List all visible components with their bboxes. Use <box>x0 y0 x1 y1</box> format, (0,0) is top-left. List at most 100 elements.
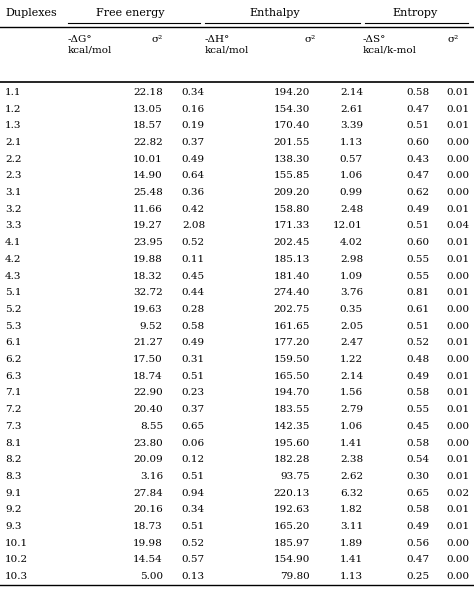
Text: 0.04: 0.04 <box>447 221 470 230</box>
Text: 0.01: 0.01 <box>447 455 470 464</box>
Text: 0.01: 0.01 <box>447 105 470 114</box>
Text: 0.55: 0.55 <box>407 272 430 281</box>
Text: 161.65: 161.65 <box>273 322 310 331</box>
Text: 171.33: 171.33 <box>273 221 310 230</box>
Text: 9.52: 9.52 <box>140 322 163 331</box>
Text: 3.1: 3.1 <box>5 188 21 197</box>
Text: 4.3: 4.3 <box>5 272 21 281</box>
Text: 0.52: 0.52 <box>182 538 205 548</box>
Text: 0.00: 0.00 <box>447 154 470 163</box>
Text: 21.27: 21.27 <box>133 338 163 347</box>
Text: 0.65: 0.65 <box>182 422 205 431</box>
Text: 2.79: 2.79 <box>340 405 363 414</box>
Text: 185.97: 185.97 <box>273 538 310 548</box>
Text: 2.38: 2.38 <box>340 455 363 464</box>
Text: 6.1: 6.1 <box>5 338 21 347</box>
Text: 0.45: 0.45 <box>407 422 430 431</box>
Text: 2.05: 2.05 <box>340 322 363 331</box>
Text: 19.88: 19.88 <box>133 255 163 264</box>
Text: 4.2: 4.2 <box>5 255 21 264</box>
Text: 3.3: 3.3 <box>5 221 21 230</box>
Text: 183.55: 183.55 <box>273 405 310 414</box>
Text: 1.89: 1.89 <box>340 538 363 548</box>
Text: 0.61: 0.61 <box>407 305 430 314</box>
Text: 0.48: 0.48 <box>407 355 430 364</box>
Text: 3.76: 3.76 <box>340 288 363 297</box>
Text: 181.40: 181.40 <box>273 272 310 281</box>
Text: 7.3: 7.3 <box>5 422 21 431</box>
Text: 0.52: 0.52 <box>182 238 205 247</box>
Text: 10.1: 10.1 <box>5 538 28 548</box>
Text: Free energy: Free energy <box>96 8 164 18</box>
Text: 0.54: 0.54 <box>407 455 430 464</box>
Text: 0.58: 0.58 <box>407 88 430 97</box>
Text: 1.1: 1.1 <box>5 88 21 97</box>
Text: 2.98: 2.98 <box>340 255 363 264</box>
Text: 0.49: 0.49 <box>182 154 205 163</box>
Text: 0.34: 0.34 <box>182 505 205 514</box>
Text: 18.32: 18.32 <box>133 272 163 281</box>
Text: 1.22: 1.22 <box>340 355 363 364</box>
Text: 0.58: 0.58 <box>182 322 205 331</box>
Text: 0.81: 0.81 <box>407 288 430 297</box>
Text: 22.18: 22.18 <box>133 88 163 97</box>
Text: 0.62: 0.62 <box>407 188 430 197</box>
Text: 0.94: 0.94 <box>182 489 205 498</box>
Text: 220.13: 220.13 <box>273 489 310 498</box>
Text: 25.48: 25.48 <box>133 188 163 197</box>
Text: 0.52: 0.52 <box>407 338 430 347</box>
Text: 0.49: 0.49 <box>407 522 430 531</box>
Text: 142.35: 142.35 <box>273 422 310 431</box>
Text: 10.3: 10.3 <box>5 572 28 581</box>
Text: 0.47: 0.47 <box>407 555 430 564</box>
Text: 0.30: 0.30 <box>407 472 430 481</box>
Text: 4.1: 4.1 <box>5 238 21 247</box>
Text: 10.2: 10.2 <box>5 555 28 564</box>
Text: -ΔS°
kcal/k-mol: -ΔS° kcal/k-mol <box>363 35 417 55</box>
Text: 0.37: 0.37 <box>182 405 205 414</box>
Text: 8.3: 8.3 <box>5 472 21 481</box>
Text: 2.08: 2.08 <box>182 221 205 230</box>
Text: 1.82: 1.82 <box>340 505 363 514</box>
Text: 14.54: 14.54 <box>133 555 163 564</box>
Text: 0.55: 0.55 <box>407 255 430 264</box>
Text: 0.58: 0.58 <box>407 388 430 397</box>
Text: 20.40: 20.40 <box>133 405 163 414</box>
Text: 0.01: 0.01 <box>447 405 470 414</box>
Text: 0.45: 0.45 <box>182 272 205 281</box>
Text: 0.00: 0.00 <box>447 572 470 581</box>
Text: 3.2: 3.2 <box>5 205 21 214</box>
Text: 0.51: 0.51 <box>182 522 205 531</box>
Text: 155.85: 155.85 <box>273 171 310 180</box>
Text: 7.2: 7.2 <box>5 405 21 414</box>
Text: 0.13: 0.13 <box>182 572 205 581</box>
Text: 2.62: 2.62 <box>340 472 363 481</box>
Text: 0.36: 0.36 <box>182 188 205 197</box>
Text: 1.56: 1.56 <box>340 388 363 397</box>
Text: 0.60: 0.60 <box>407 138 430 147</box>
Text: 2.2: 2.2 <box>5 154 21 163</box>
Text: 165.50: 165.50 <box>273 372 310 381</box>
Text: 0.19: 0.19 <box>182 121 205 130</box>
Text: 11.66: 11.66 <box>133 205 163 214</box>
Text: 0.51: 0.51 <box>407 322 430 331</box>
Text: 79.80: 79.80 <box>280 572 310 581</box>
Text: 1.06: 1.06 <box>340 422 363 431</box>
Text: 2.14: 2.14 <box>340 372 363 381</box>
Text: 2.47: 2.47 <box>340 338 363 347</box>
Text: 20.09: 20.09 <box>133 455 163 464</box>
Text: 18.57: 18.57 <box>133 121 163 130</box>
Text: 8.2: 8.2 <box>5 455 21 464</box>
Text: 32.72: 32.72 <box>133 288 163 297</box>
Text: 10.01: 10.01 <box>133 154 163 163</box>
Text: 0.28: 0.28 <box>182 305 205 314</box>
Text: 19.27: 19.27 <box>133 221 163 230</box>
Text: σ²: σ² <box>305 35 316 44</box>
Text: 22.90: 22.90 <box>133 388 163 397</box>
Text: σ²: σ² <box>152 35 163 44</box>
Text: 0.01: 0.01 <box>447 522 470 531</box>
Text: 0.49: 0.49 <box>182 338 205 347</box>
Text: 0.01: 0.01 <box>447 338 470 347</box>
Text: 1.41: 1.41 <box>340 439 363 448</box>
Text: 177.20: 177.20 <box>273 338 310 347</box>
